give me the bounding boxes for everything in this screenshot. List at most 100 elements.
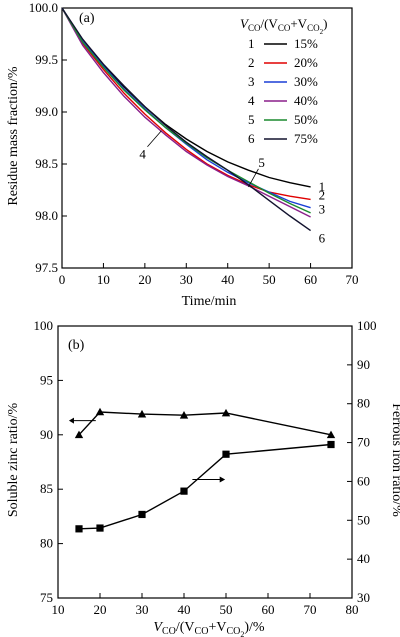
x-tick-label: 40 [178,602,191,617]
square-marker [138,510,146,519]
legend-entry-id: 6 [248,131,255,146]
triangle-marker [137,409,147,418]
curve-label-1: 1 [319,179,326,194]
arrow-right-head [219,476,226,483]
x-tick-label: 30 [136,602,149,617]
panel-b-label: (b) [68,338,85,353]
square-marker [75,525,83,533]
legend-entry-label: 40% [294,93,318,108]
panel-b-plot-frame [57,325,353,599]
legend-entry-label: 20% [294,55,318,70]
panel-b-right-y-axis-title: Ferrous iron ratio/% [389,403,400,517]
square-marker [327,440,335,449]
triangle-marker [95,407,105,416]
y-tick-label: 99.5 [35,52,58,67]
triangle-marker [74,430,84,439]
curve-4-leader [147,130,162,147]
y-tick-label: 99.0 [35,104,58,119]
right-y-tick-label: 30 [357,590,370,605]
series-line-6 [61,7,312,232]
legend-title-v: V [240,16,250,31]
right-y-tick-label: 40 [357,551,370,566]
panel-b-left-y-ticks: 75 80 85 90 95 100 [34,318,63,605]
left-y-tick-label: 85 [40,481,53,496]
right-y-tick-label: 60 [357,473,370,488]
x-tick-label: 30 [180,272,193,287]
triangle-marker [179,411,189,419]
panel-b-x-ticks: 10 20 30 40 50 60 70 80 [52,593,359,617]
x-tick-label: 40 [221,272,234,287]
xlabel-sub-2: 2 [240,630,244,637]
x-tick-label: 10 [52,602,65,617]
legend-title-sub-co-2: CO [278,23,291,33]
curve-5-leader [248,168,259,188]
legend-entry-label: 30% [294,74,318,89]
xlabel-mid: /(V [176,620,195,635]
left-y-tick-label: 75 [40,590,53,605]
x-tick-label: 20 [138,272,151,287]
panel-a: 0 10 20 30 40 50 60 70 97.5 98.0 98.5 99.0 99.5 100.… [6,0,359,309]
legend-entry-label: 75% [294,131,318,146]
series-line-soluble-zinc [78,411,332,436]
y-tick-label: 97.5 [35,260,58,275]
panel-a-curve-labels: 123 4 56 [139,130,326,246]
panel-b: 10 20 30 40 50 60 70 80 75 80 85 90 95 100 30 40 50 60 7… [6,318,400,637]
square-marker [96,524,104,532]
panel-a-legend: VCO/(VCO+VCO2) 1 15%2 20%3 30%4 40%5 50%6 75% [240,16,327,146]
right-y-tick-label: 100 [357,318,377,333]
y-tick-label: 98.5 [35,156,58,171]
y-tick-label: 98.0 [35,208,58,223]
triangle-marker [326,430,336,439]
x-tick-label: 80 [346,602,359,617]
x-tick-label: 20 [94,602,107,617]
series-line-3 [61,7,311,209]
series-line-1 [61,7,311,188]
left-y-tick-label: 100 [34,318,54,333]
x-tick-label: 50 [220,602,233,617]
legend-title-plus: +V [290,16,307,31]
triangle-marker [221,408,231,417]
series-line-ferrous-iron [78,443,332,530]
x-tick-label: 60 [262,602,275,617]
legend-entry-label: 50% [294,112,318,127]
curve-label-3: 3 [319,202,326,217]
panel-a-x-ticks: 0 10 20 30 40 50 60 70 [59,263,359,287]
curve-label-4: 4 [139,147,146,162]
panel-b-axis-arrows [68,417,226,483]
panel-a-y-axis-title: Residue mass fraction/% [6,66,21,206]
right-y-tick-label: 80 [357,396,370,411]
xlabel-close: )/% [244,620,265,635]
curve-label-5: 5 [258,155,265,170]
xlabel-v: V [153,620,163,635]
series-line-4 [61,7,311,218]
legend-title: VCO/(VCO+VCO2) [240,16,327,36]
legend-title-sub-co-3: CO [307,23,320,33]
panel-a-y-ticks: 97.5 98.0 98.5 99.0 99.5 100.0 [29,0,67,275]
right-y-tick-label: 70 [357,435,370,450]
x-tick-label: 0 [59,272,66,287]
square-marker [180,487,188,495]
panel-a-legend-entries: 1 15% 2 20% 3 30% 4 40% 5 50% 6 75% [248,36,318,146]
legend-entry-label: 15% [294,36,318,51]
x-tick-label: 10 [97,272,110,287]
legend-entry-id: 2 [248,55,255,70]
curve-label-2: 2 [319,187,326,202]
x-tick-label: 70 [304,602,317,617]
left-y-tick-label: 80 [40,536,53,551]
x-tick-label: 70 [346,272,359,287]
panel-a-series [61,7,312,232]
panel-b-left-y-axis-title: Soluble zinc ratio/% [6,403,21,518]
series-line-5 [61,7,311,214]
xlabel-sub-co-2: CO [195,626,209,637]
left-y-tick-label: 95 [40,372,53,387]
legend-entry-id: 4 [248,93,255,108]
legend-title-close: ) [323,16,327,31]
legend-entry-id: 1 [248,36,255,51]
panel-b-right-y-ticks: 30 40 50 60 70 80 90 100 [347,318,377,605]
arrow-left-head [68,417,74,424]
panel-b-series [74,407,336,533]
panel-a-x-axis-title: Time/min [182,294,237,309]
xlabel-sub-co: CO [162,626,176,637]
right-y-tick-label: 90 [357,357,370,372]
